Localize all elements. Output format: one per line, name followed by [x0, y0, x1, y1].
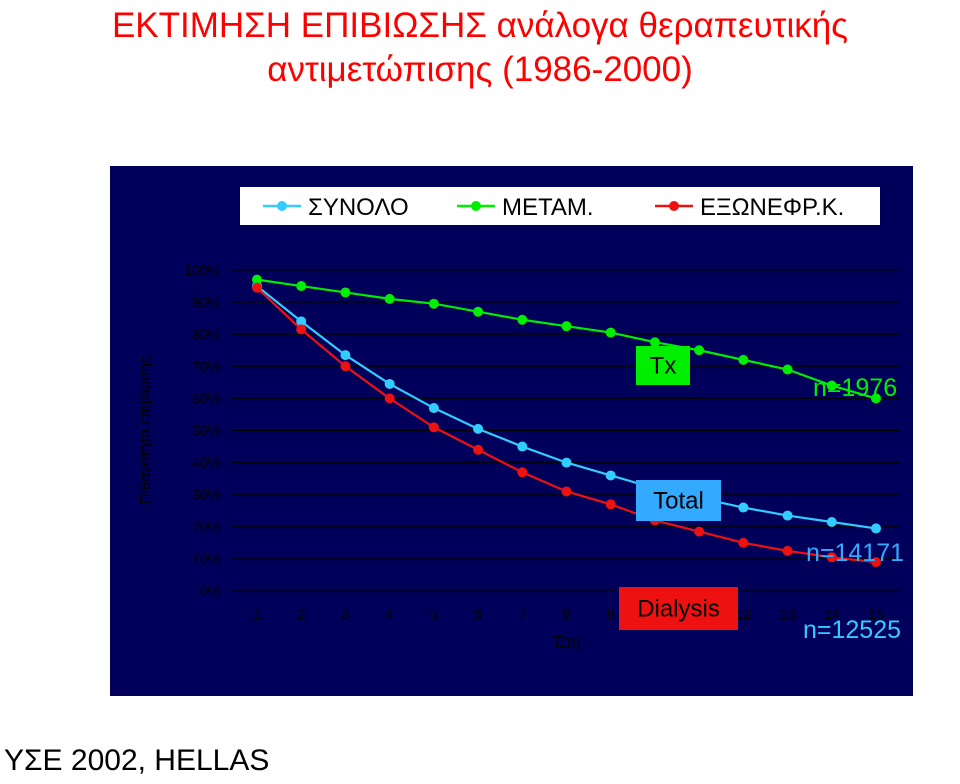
data-point [649, 337, 660, 348]
data-point [694, 526, 705, 537]
data-point [428, 422, 439, 433]
data-point [694, 345, 705, 356]
data-point [605, 499, 616, 510]
data-point [561, 321, 572, 332]
annotation-bg [636, 480, 721, 521]
data-point [473, 423, 484, 434]
data-point [252, 274, 262, 285]
data-point [340, 350, 351, 361]
y-tick-label: 0% [200, 583, 220, 599]
data-point [296, 281, 307, 292]
y-tick-label: 10% [192, 551, 220, 567]
x-tick-label: 14 [823, 606, 840, 623]
x-axis-label: Έτη [552, 634, 581, 651]
data-point [871, 523, 881, 534]
annotation-count: n=14171 [806, 539, 904, 567]
y-tick-label: 50% [192, 423, 220, 439]
page-title: ΕΚΤΙΜΗΣΗ ΕΠΙΒΙΩΣΗΣ ανάλογα θεραπευτικής … [0, 4, 960, 92]
data-point [738, 354, 749, 365]
legend-marker [277, 201, 287, 211]
legend-item-3: ΕΞΩΝΕΦΡ.Κ. [655, 194, 844, 221]
legend-label: ΣΥΝΟΛΟ [308, 194, 409, 221]
data-point [605, 327, 616, 338]
y-tick-label: 30% [192, 487, 220, 503]
annotation-bg [619, 587, 738, 630]
annotation-box: Dialysis [619, 587, 738, 630]
data-point [296, 316, 307, 327]
annotation-bg [636, 346, 690, 385]
legend-marker [669, 201, 679, 211]
data-point [561, 486, 572, 497]
data-point [384, 378, 395, 389]
data-point [826, 380, 837, 391]
x-tick-label: 6 [474, 606, 482, 623]
annotation-count: n=12525 [803, 616, 901, 644]
x-tick-label: 1 [253, 606, 261, 623]
x-tick-label: 2 [297, 606, 305, 623]
data-point [826, 552, 837, 563]
data-point [738, 537, 749, 548]
y-axis-label: Πιθανότητα επιβίωσης [137, 356, 154, 505]
data-point [517, 467, 528, 478]
data-point [871, 557, 881, 568]
data-point [340, 287, 351, 298]
annotation-box: Total [636, 480, 721, 521]
legend-marker [471, 201, 481, 211]
data-point [340, 361, 351, 372]
data-point [252, 282, 262, 293]
data-point [782, 545, 793, 556]
footer-source: ΥΣΕ 2002, HELLAS [4, 744, 270, 777]
title-line-1: ΕΚΤΙΜΗΣΗ ΕΠΙΒΙΩΣΗΣ ανάλογα θεραπευτικής [111, 6, 849, 45]
data-point [428, 298, 439, 309]
x-tick-label: 12 [735, 606, 752, 623]
data-point [384, 293, 395, 304]
data-point [517, 314, 528, 325]
y-tick-label: 60% [192, 390, 220, 406]
annotation-label: Total [653, 488, 704, 515]
data-point [428, 403, 439, 414]
legend-item-1: ΣΥΝΟΛΟ [263, 194, 409, 221]
annotation-box: Tx [636, 346, 690, 385]
data-point [826, 516, 837, 527]
data-point [871, 393, 881, 404]
data-point [517, 441, 528, 452]
y-tick-label: 80% [192, 326, 220, 342]
y-tick-label: 20% [192, 519, 220, 535]
legend-label: ΜΕΤΑΜ. [502, 194, 594, 221]
legend-box [240, 187, 880, 225]
data-point [605, 470, 616, 481]
data-point [738, 502, 749, 513]
x-tick-label: 5 [430, 606, 438, 623]
x-tick-label: 3 [341, 606, 349, 623]
annotation-label: Tx [650, 353, 677, 380]
y-tick-label: 90% [192, 294, 220, 310]
data-point [296, 324, 307, 335]
series-3 [252, 282, 881, 568]
x-tick-label: 15 [868, 606, 885, 623]
x-tick-label: 13 [779, 606, 796, 623]
data-point [782, 364, 793, 375]
x-tick-label: 4 [385, 606, 393, 623]
y-tick-label: 70% [192, 358, 220, 374]
y-tick-label: 100% [184, 262, 220, 278]
x-tick-label: 9 [607, 606, 615, 623]
x-tick-label: 8 [562, 606, 570, 623]
series-2 [252, 274, 881, 404]
y-tick-label: 40% [192, 455, 220, 471]
data-point [473, 306, 484, 317]
data-point [782, 510, 793, 521]
legend-item-2: ΜΕΤΑΜ. [457, 194, 594, 221]
title-line-2: αντιμετώπισης (1986-2000) [267, 50, 693, 89]
data-point [561, 457, 572, 468]
data-point [473, 444, 484, 455]
legend-label: ΕΞΩΝΕΦΡ.Κ. [700, 194, 844, 221]
annotation-label: Dialysis [637, 596, 720, 623]
annotation-count: n=1976 [813, 374, 897, 402]
data-point [384, 393, 395, 404]
x-tick-label: 7 [518, 606, 526, 623]
